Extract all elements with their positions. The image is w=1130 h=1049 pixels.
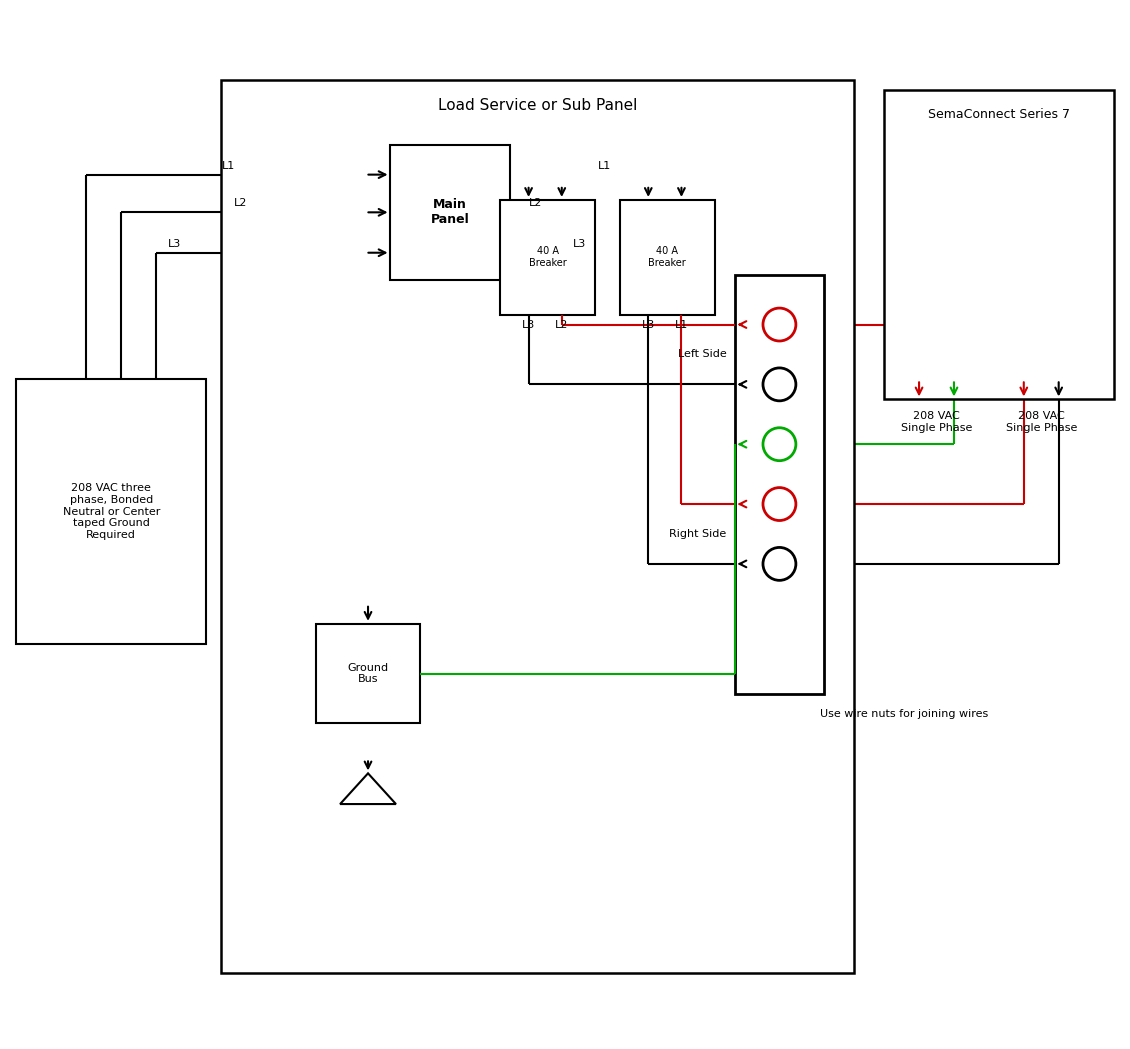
Text: Right Side: Right Side: [669, 529, 727, 539]
Text: 208 VAC three
phase, Bonded
Neutral or Center
taped Ground
Required: 208 VAC three phase, Bonded Neutral or C…: [62, 484, 159, 540]
Text: L2: L2: [555, 320, 568, 329]
Text: L1: L1: [598, 160, 611, 171]
Bar: [884, 90, 1113, 400]
Bar: [391, 145, 510, 280]
Text: L3: L3: [573, 239, 585, 249]
Circle shape: [763, 428, 796, 461]
Text: 208 VAC
Single Phase: 208 VAC Single Phase: [1006, 411, 1077, 433]
Text: L1: L1: [221, 160, 235, 171]
Text: L2: L2: [529, 198, 542, 209]
Bar: [17, 380, 206, 644]
Text: 40 A
Breaker: 40 A Breaker: [649, 247, 686, 267]
Text: L3: L3: [522, 320, 536, 329]
Bar: [220, 80, 854, 972]
Bar: [734, 275, 824, 693]
Circle shape: [763, 488, 796, 520]
Text: 40 A
Breaker: 40 A Breaker: [529, 247, 566, 267]
Bar: [501, 200, 594, 315]
Text: Left Side: Left Side: [678, 349, 727, 360]
Text: Use wire nuts for joining wires: Use wire nuts for joining wires: [820, 708, 989, 719]
Text: 208 VAC
Single Phase: 208 VAC Single Phase: [901, 411, 972, 433]
Circle shape: [763, 548, 796, 580]
Text: L1: L1: [675, 320, 688, 329]
Text: L2: L2: [234, 198, 247, 209]
Circle shape: [763, 308, 796, 341]
Text: Ground
Bus: Ground Bus: [347, 663, 389, 684]
Bar: [315, 624, 420, 724]
Circle shape: [763, 368, 796, 401]
Text: L3: L3: [168, 239, 181, 249]
Text: Load Service or Sub Panel: Load Service or Sub Panel: [438, 99, 637, 113]
Text: SemaConnect Series 7: SemaConnect Series 7: [928, 108, 1070, 121]
Text: L3: L3: [642, 320, 655, 329]
Text: Main
Panel: Main Panel: [431, 198, 470, 227]
Bar: [620, 200, 714, 315]
